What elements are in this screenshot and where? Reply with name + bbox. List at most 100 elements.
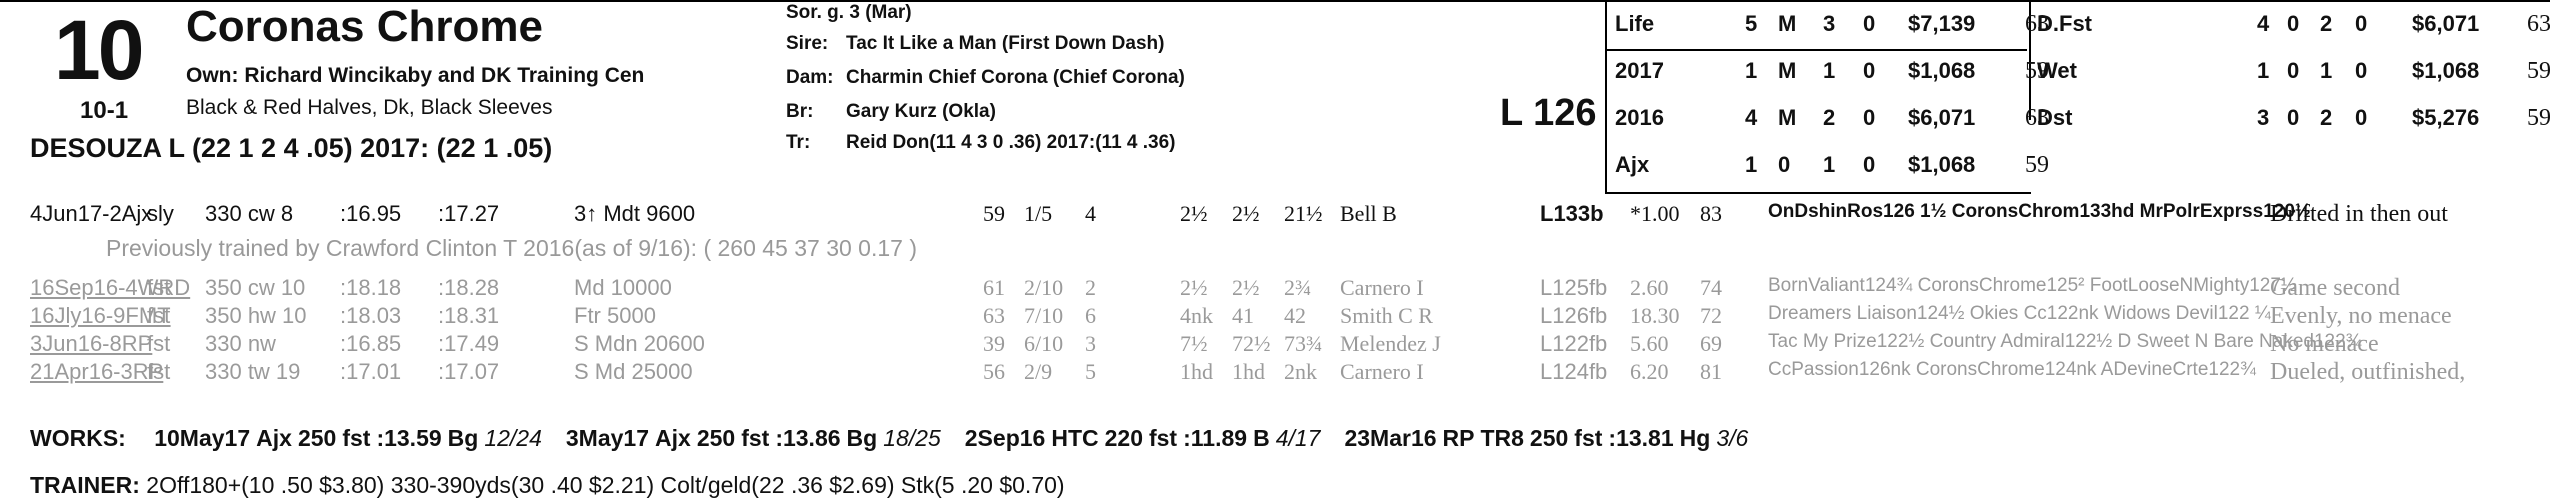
race-cond: fst <box>147 275 171 300</box>
work-entry: 2Sep16 HTC 220 fst:11.89 B 4/17 <box>965 425 1327 451</box>
record-speed: 63 <box>2527 11 2550 37</box>
breeder-value: Gary Kurz (Okla) <box>846 101 996 122</box>
race-pp: 7/10 <box>1024 303 1064 328</box>
race-f2: :17.49 <box>438 331 500 356</box>
race-c2: 1hd <box>1232 359 1265 384</box>
race-comment: Game second <box>2270 275 2400 301</box>
record-s: 0 <box>1863 105 1876 130</box>
race-sr: 72 <box>1700 303 1722 328</box>
works-label: WORKS: <box>30 425 126 451</box>
race-type: S Mdn 20600 <box>574 331 705 356</box>
race-cond: sly <box>147 201 174 226</box>
race-odds: 18.30 <box>1630 303 1680 328</box>
work-entry: 3May17 Ajx 250 fst:13.86 Bg 18/25 <box>566 425 947 451</box>
race-fin: 42 <box>1284 303 1306 328</box>
record-starts: 1 <box>1745 152 1758 177</box>
race-sp: 39 <box>983 331 1005 356</box>
work-dist: 250 <box>297 425 337 451</box>
race-st: 6 <box>1085 303 1096 328</box>
race-type: Md 10000 <box>574 275 672 300</box>
record-s: 0 <box>2355 11 2368 36</box>
record-s: 0 <box>1863 11 1876 36</box>
sire-label: Sire: <box>786 33 829 54</box>
record-label: Life <box>1615 11 1655 36</box>
race-f2: :17.07 <box>438 359 500 384</box>
race-c1: 7½ <box>1180 331 1208 356</box>
record-s: 0 <box>2355 105 2368 130</box>
works-line: WORKS: 10May17 Ajx 250 fst:13.59 Bg 12/24 3May… <box>30 425 1754 452</box>
work-time: :11.89 <box>1183 425 1248 451</box>
work-cond: fst <box>342 425 371 451</box>
records-right-box <box>2029 0 2550 120</box>
work-rank: 12/24 <box>484 425 542 451</box>
work-track: HTC <box>1051 425 1099 451</box>
race-top: OnDshinRos126 1½ CoronsChrom133hd MrPolr… <box>1768 201 2311 222</box>
work-rank: 4/17 <box>1275 425 1321 451</box>
race-f1: :17.01 <box>340 359 402 384</box>
race-jock: Bell B <box>1340 201 1397 226</box>
race-top: Tac My Prize122½ Country Admiral122½ D S… <box>1768 331 2362 352</box>
work-grade: B <box>1253 425 1270 451</box>
record-p: 1 <box>2320 58 2333 83</box>
race-dist: 330 nw <box>205 331 276 356</box>
work-cond: fst <box>1574 425 1603 451</box>
record-s: 0 <box>2355 58 2368 83</box>
race-f1: :18.18 <box>340 275 402 300</box>
race-date: 16Sep16-4WRD <box>30 275 191 300</box>
silks-line: Black & Red Halves, Dk, Black Sleeves <box>186 96 553 119</box>
work-date: 10May17 <box>154 425 251 451</box>
record-w: 0 <box>2287 11 2300 36</box>
race-f1: :18.03 <box>340 303 402 328</box>
record-label: 2016 <box>1615 105 1664 130</box>
horse-name: Coronas Chrome <box>186 2 543 51</box>
race-dist: 350 hw 10 <box>205 303 307 328</box>
record-p: 2 <box>1823 105 1836 130</box>
record-earn: $6,071 <box>1908 105 1976 130</box>
record-w: 0 <box>2287 58 2300 83</box>
race-cond: fst <box>147 303 171 328</box>
record-w: 0 <box>1778 152 1791 177</box>
race-fin: 73¾ <box>1284 331 1323 356</box>
record-w: M <box>1778 105 1797 130</box>
dam-line: Dam: Charmin Chief Corona (Chief Corona) <box>786 67 1185 89</box>
race-date: 4Jun17-2Ajx <box>30 201 153 226</box>
record-w: M <box>1778 58 1797 83</box>
race-odds: 5.60 <box>1630 331 1669 356</box>
race-sr: 83 <box>1700 201 1722 226</box>
race-comment: Drifted in then out <box>2270 201 2448 227</box>
record-earn: $7,139 <box>1908 11 1976 36</box>
work-dist: 250 <box>1529 425 1569 451</box>
race-sp: 63 <box>983 303 1005 328</box>
record-speed: 63 <box>2025 11 2049 37</box>
record-speed: 63 <box>2025 105 2049 131</box>
sex-age: Sor. g. 3 (Mar) <box>786 2 912 23</box>
race-f1: :16.85 <box>340 331 402 356</box>
race-sr: 74 <box>1700 275 1722 300</box>
race-comment: Dueled, outfinished, <box>2270 359 2466 385</box>
record-p: 2 <box>2320 105 2333 130</box>
trainer-stats-value: 2Off180+(10 .50 $3.80) 330-390yds(30 .40… <box>146 472 1065 498</box>
race-fin: 21½ <box>1284 201 1323 226</box>
records-separator <box>1607 49 2027 51</box>
race-f2: :18.31 <box>438 303 500 328</box>
work-grade: Bg <box>846 425 878 451</box>
race-sp: 61 <box>983 275 1005 300</box>
work-entry: 23Mar16 RP TR8 250 fst:13.81 Hg 3/6 <box>1344 425 1754 451</box>
record-starts: 4 <box>1745 105 1758 130</box>
race-sr: 69 <box>1700 331 1722 356</box>
race-pp: 2/10 <box>1024 275 1064 300</box>
record-starts: 3 <box>2257 105 2270 130</box>
race-c1: 4nk <box>1180 303 1213 328</box>
work-grade: Hg <box>1679 425 1711 451</box>
program-number: 10 <box>54 3 144 97</box>
trainer-change-note: Previously trained by Crawford Clinton T… <box>106 235 917 261</box>
trainer-stats-label: TRAINER: <box>30 472 140 498</box>
race-pp: 2/9 <box>1024 359 1053 384</box>
race-wt: L133b <box>1540 201 1604 226</box>
record-s: 0 <box>1863 58 1876 83</box>
morning-line-odds: 10-1 <box>80 97 129 124</box>
work-track: Ajx <box>256 425 292 451</box>
work-rank: 3/6 <box>1716 425 1749 451</box>
race-jock: Carnero I <box>1340 275 1424 300</box>
record-starts: 1 <box>2257 58 2270 83</box>
